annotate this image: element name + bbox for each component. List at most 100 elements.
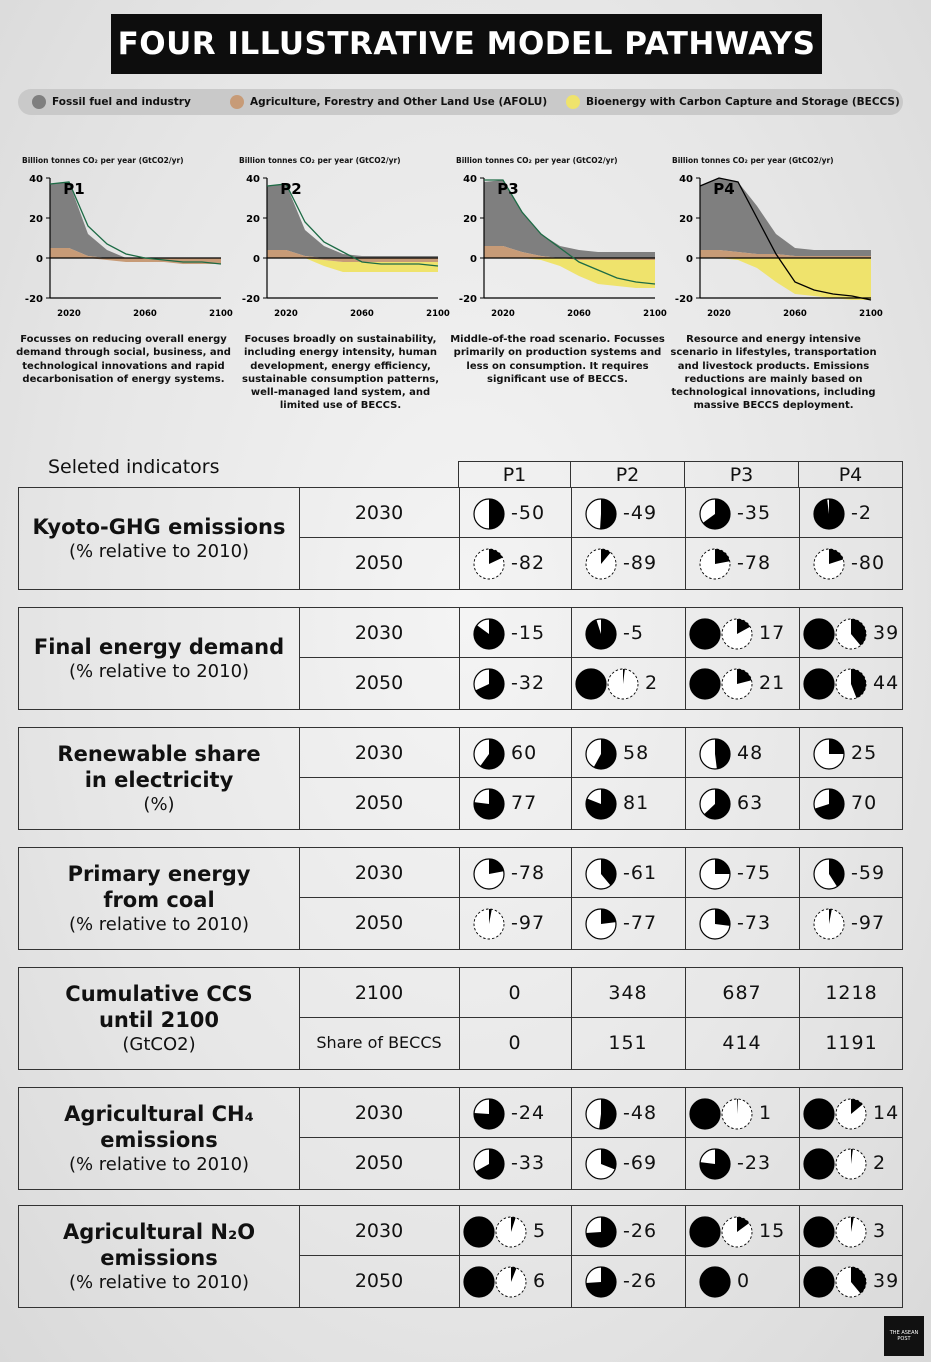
column-divider [459,848,460,949]
pie-fill [464,1267,494,1297]
pie-fill [464,1217,494,1247]
indicator-cell: 5 [459,1206,571,1256]
indicator-cell: 15 [685,1206,799,1256]
indicator-cell: 1218 [799,968,904,1018]
pie-fill [700,1149,731,1179]
indicator-value: -78 [737,552,772,574]
column-divider [799,1088,800,1189]
indicator-value: 687 [722,982,762,1004]
selected-indicators-heading: Seleted indicators [48,456,220,478]
indicator-cell: 70 [799,778,904,828]
pie-fill [829,739,844,754]
column-divider [685,968,686,1069]
page-title: FOUR ILLUSTRATIVE MODEL PATHWAYS [111,14,822,74]
pie-fill [690,619,720,649]
indicator-cell: -24 [459,1088,571,1138]
pie-icon [585,1216,617,1248]
indicator-value: -77 [623,912,658,934]
y-tick-label: -20 [242,294,260,305]
indicator-value: -33 [511,1152,546,1174]
indicator-name: Final energy demand [33,634,285,659]
legend-beccs-swatch [566,95,580,109]
indicator-value: 2 [873,1152,887,1174]
indicator-value: 15 [759,1220,786,1242]
indicator-unit: (% relative to 2010) [68,1271,250,1293]
indicator-cell: -77 [571,898,685,948]
column-divider [459,728,460,829]
indicator-value: 6 [533,1270,547,1292]
pie-fill [473,619,504,649]
y-tick-label: 0 [36,254,43,265]
pie-fill [474,789,505,819]
pie-fill [737,1099,738,1114]
net-emissions-line [484,179,656,285]
pie-icon [803,1266,835,1298]
pie-icon [699,858,731,890]
indicator-value: 151 [608,1032,648,1054]
x-tick-label: 2060 [783,309,807,319]
column-divider [299,1088,300,1189]
pie-fill [814,789,844,819]
indicator-cell: 17 [685,608,799,658]
pie-fill [804,1099,834,1129]
pie-icon [585,548,617,580]
pathway-label: P3 [497,180,518,198]
column-divider [459,1088,460,1189]
indicator-value: -5 [623,622,644,644]
indicator-value: -50 [511,502,546,524]
pie-icon [473,618,505,650]
pie-icon [699,788,731,820]
column-divider [685,1088,686,1189]
pie-icon [699,548,731,580]
y-tick-label: -20 [459,294,477,305]
pathway-description: Focuses broadly on sustainability, inclu… [242,334,439,412]
column-divider [571,488,572,589]
pie-icon [803,1216,835,1248]
pie-fill [586,1267,617,1297]
pie-fill [601,859,617,886]
x-tick-label: 2020 [707,309,731,319]
pie-icon [585,858,617,890]
pie-icon [473,858,505,890]
indicator-value: -35 [737,502,772,524]
indicator-cell: -23 [685,1138,799,1188]
column-divider [571,1206,572,1307]
pie-fill [601,549,611,564]
pie-fill [851,669,867,698]
chart-unit-label: Billion tonnes CO₂ per year (GtCO2/yr) [672,156,834,165]
afolu-area [267,250,438,262]
row-year: 2050 [354,792,404,814]
indicator-label: Agricultural CH₄ emissions (% relative to… [19,1088,299,1189]
pie-fill [474,1099,505,1129]
indicator-value: 25 [851,742,878,764]
indicator-value: -26 [623,1270,658,1292]
pie-icon [813,858,845,890]
y-tick-label: 0 [470,254,477,265]
pathway-panel-p4: Billion tonnes CO₂ per year (GtCO2/yr) 4… [666,150,883,450]
pie-icon [689,618,721,650]
indicator-value: 63 [737,792,764,814]
indicator-value: -61 [623,862,658,884]
row-year: 2030 [354,862,404,884]
pie-icon [835,1098,867,1130]
indicator-block: Final energy demand (% relative to 2010) 2… [18,607,903,710]
column-divider [799,848,800,949]
pie-icon [699,498,731,530]
indicator-unit: (% relative to 2010) [68,1153,250,1175]
pie-icon [473,1098,505,1130]
row-divider [299,537,902,538]
pie-fill [489,499,504,529]
indicator-cell: 1191 [799,1018,904,1068]
indicator-value: 81 [623,792,650,814]
row-divider [299,1255,902,1256]
pathway-chart-p2: 40 20 0 -20 2020 2060 2100 P2 [242,174,450,319]
row-year: 2050 [354,1270,404,1292]
legend-afolu-swatch [230,95,244,109]
pie-icon [803,618,835,650]
column-divider [685,608,686,709]
pie-icon [813,908,845,940]
indicator-cell: 348 [571,968,685,1018]
row-divider [299,897,902,898]
indicator-value: -80 [851,552,886,574]
pie-icon [721,668,753,700]
